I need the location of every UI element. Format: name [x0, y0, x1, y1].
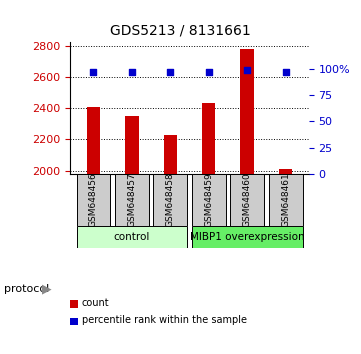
Bar — [192, 174, 226, 226]
Bar — [153, 174, 187, 226]
Bar — [115, 174, 149, 226]
Text: GSM648459: GSM648459 — [204, 173, 213, 227]
Point — [168, 69, 173, 75]
Text: GSM648458: GSM648458 — [166, 173, 175, 227]
Bar — [230, 174, 264, 226]
Text: GDS5213 / 8131661: GDS5213 / 8131661 — [110, 23, 251, 37]
Bar — [269, 174, 303, 226]
Point — [206, 69, 212, 75]
Text: GSM648456: GSM648456 — [89, 173, 98, 227]
Text: percentile rank within the sample: percentile rank within the sample — [82, 315, 247, 325]
Text: MIBP1 overexpression: MIBP1 overexpression — [190, 232, 304, 242]
Point — [91, 69, 96, 75]
Text: GSM648457: GSM648457 — [127, 173, 136, 227]
Text: protocol: protocol — [4, 284, 49, 293]
Bar — [125, 116, 139, 174]
Bar — [164, 135, 177, 174]
Bar — [77, 174, 110, 226]
Bar — [77, 226, 187, 248]
Text: control: control — [114, 232, 150, 242]
Bar — [192, 226, 303, 248]
Point — [244, 67, 250, 73]
Text: GSM648460: GSM648460 — [243, 173, 252, 227]
Text: ▶: ▶ — [42, 282, 51, 295]
Point — [129, 69, 135, 75]
Bar — [87, 107, 100, 174]
Text: GSM648461: GSM648461 — [281, 173, 290, 227]
Bar — [202, 103, 216, 174]
Text: count: count — [82, 298, 110, 308]
Bar — [279, 169, 292, 174]
Point — [283, 69, 288, 75]
Bar — [240, 49, 254, 174]
